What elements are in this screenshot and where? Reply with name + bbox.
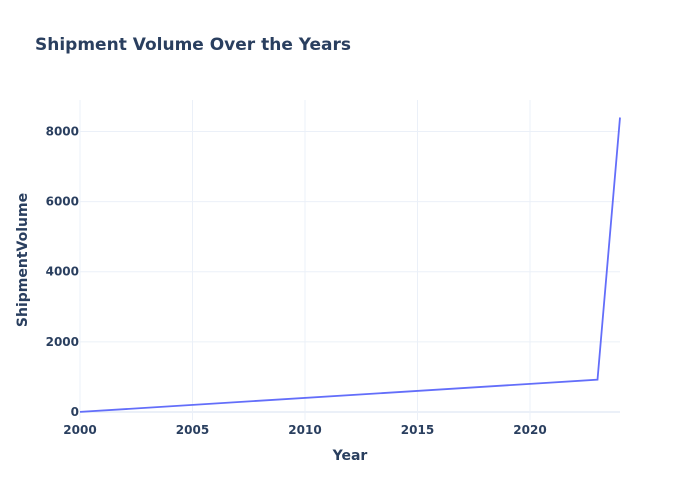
x-tick-label: 2000 xyxy=(63,423,96,437)
x-tick-label: 2005 xyxy=(176,423,209,437)
grid-layer xyxy=(79,100,620,420)
series-line xyxy=(79,117,621,413)
x-axis-title: Year xyxy=(332,448,368,464)
y-tick-label: 4000 xyxy=(46,265,79,279)
tick-layer: 2000 2005 2010 2015 2020 0 2000 4000 6000 8000 xyxy=(46,125,547,437)
y-tick-label: 8000 xyxy=(46,125,79,139)
y-tick-label: 0 xyxy=(71,405,79,419)
y-tick-label: 6000 xyxy=(46,195,79,209)
y-axis-title: ShipmentVolume xyxy=(15,193,31,327)
x-tick-label: 2010 xyxy=(288,423,321,437)
x-tick-label: 2015 xyxy=(401,423,434,437)
series-layer xyxy=(79,117,621,413)
x-tick-label: 2020 xyxy=(513,423,546,437)
y-tick-label: 2000 xyxy=(46,335,79,349)
chart-title: Shipment Volume Over the Years xyxy=(35,35,351,55)
